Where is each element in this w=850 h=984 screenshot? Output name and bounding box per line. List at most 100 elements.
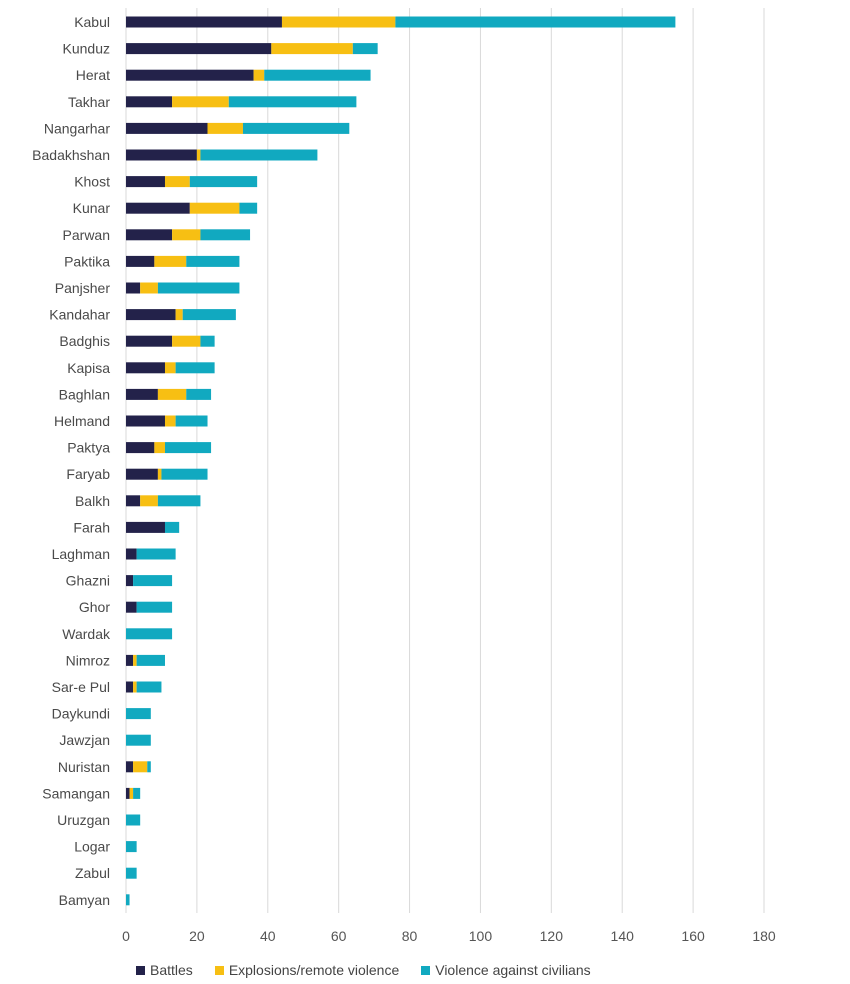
bar-kapisa-violence-against-civilians [175,362,215,374]
category-label-zabul: Zabul [75,865,110,881]
category-label-nimroz: Nimroz [66,652,110,668]
x-tick-label-120: 120 [540,928,564,944]
category-label-paktya: Paktya [67,440,110,456]
bar-baghlan-battles [126,388,158,400]
category-label-kunar: Kunar [73,200,111,216]
x-tick-labels: 0 20 40 60 80 100 120 140 160 180 [122,928,776,944]
bar-nuristan-violence-against-civilians [147,761,151,773]
bar-samangan-violence-against-civilians [133,787,141,799]
category-label-khost: Khost [74,174,110,190]
bar-nimroz-explosions-remote-violence [133,654,137,666]
bar-paktika-violence-against-civilians [186,255,240,267]
legend-item-violence-against-civilians: Violence against civilians [421,962,591,978]
bar-herat-battles [126,69,254,81]
bar-paktya-explosions-remote-violence [154,442,165,454]
category-label-laghman: Laghman [52,546,110,562]
bars-layer [126,16,676,906]
bar-sar-e-pul-battles [126,681,134,693]
bar-sar-e-pul-explosions-remote-violence [133,681,137,693]
bar-parwan-battles [126,229,173,241]
bar-kapisa-battles [126,362,165,374]
category-label-parwan: Parwan [63,227,110,243]
category-label-baghlan: Baghlan [59,386,110,402]
bar-kunar-violence-against-civilians [239,202,258,214]
bar-ghazni-violence-against-civilians [133,575,173,587]
legend-swatch-explosions [214,965,224,975]
x-tick-label-60: 60 [331,928,347,944]
bar-paktya-violence-against-civilians [164,442,212,454]
x-tick-label-180: 180 [752,928,776,944]
category-label-jawzjan: Jawzjan [59,732,110,748]
bar-takhar-violence-against-civilians [228,96,357,108]
bar-balkh-explosions-remote-violence [140,495,158,507]
bar-kabul-violence-against-civilians [395,16,676,28]
category-label-farah: Farah [73,519,110,535]
bar-helmand-battles [126,415,165,427]
bar-parwan-violence-against-civilians [200,229,251,241]
bar-logar-violence-against-civilians [126,841,137,853]
bar-samangan-explosions-remote-violence [129,787,134,799]
bar-nuristan-explosions-remote-violence [133,761,148,773]
category-label-kunduz: Kunduz [63,41,110,57]
category-label-daykundi: Daykundi [52,706,110,722]
category-label-badghis: Badghis [59,333,110,349]
bar-khost-explosions-remote-violence [164,176,190,188]
bar-helmand-explosions-remote-violence [164,415,176,427]
bar-takhar-battles [126,96,173,108]
category-label-logar: Logar [74,839,110,855]
category-label-kandahar: Kandahar [49,307,110,323]
legend-item-explosions: Explosions/remote violence [214,962,400,978]
bar-paktika-explosions-remote-violence [154,255,187,267]
bar-kapisa-explosions-remote-violence [164,362,176,374]
bar-ghazni-battles [126,575,134,587]
bar-kabul-explosions-remote-violence [281,16,396,28]
bar-farah-violence-against-civilians [164,521,180,533]
bar-faryab-battles [126,468,158,480]
bar-jawzjan-violence-against-civilians [126,734,151,746]
legend-label-explosions: Explosions/remote violence [228,962,400,978]
bar-nangarhar-explosions-remote-violence [207,122,243,134]
legend-swatch-battles [136,965,145,975]
bar-daykundi-violence-against-civilians [126,708,151,720]
bar-badakhshan-violence-against-civilians [200,149,318,161]
category-labels: Kabul Kunduz Herat Takhar Nangarhar Badakhsha… [32,14,111,908]
bar-ghor-battles [126,601,137,613]
grid-lines [125,8,765,913]
bar-kunduz-battles [126,43,272,55]
bar-balkh-battles [126,495,141,507]
bar-laghman-violence-against-civilians [136,548,176,560]
bar-sar-e-pul-violence-against-civilians [136,681,162,693]
category-label-samangan: Samangan [42,785,110,801]
bar-panjsher-violence-against-civilians [157,282,240,294]
bar-farah-battles [126,521,165,533]
category-label-ghazni: Ghazni [66,573,110,589]
category-label-uruzgan: Uruzgan [57,812,110,828]
bar-ghor-violence-against-civilians [136,601,173,613]
bar-paktika-battles [126,255,155,267]
bar-bamyan-violence-against-civilians [126,894,130,906]
legend-item-battles: Battles [136,962,193,978]
category-label-faryab: Faryab [66,466,110,482]
stacked-bar-chart: Kabul Kunduz Herat Takhar Nangarhar Badakhsha… [32,8,776,944]
x-tick-label-20: 20 [189,928,205,944]
bar-nimroz-battles [126,654,134,666]
bar-laghman-battles [126,548,137,560]
category-label-helmand: Helmand [54,413,110,429]
x-tick-label-40: 40 [260,928,276,944]
bar-herat-violence-against-civilians [264,69,371,81]
bar-helmand-violence-against-civilians [175,415,208,427]
category-label-bamyan: Bamyan [59,892,110,908]
bar-paktya-battles [126,442,155,454]
bar-panjsher-battles [126,282,141,294]
bar-baghlan-explosions-remote-violence [157,388,187,400]
bar-faryab-violence-against-civilians [161,468,208,480]
bar-badakhshan-explosions-remote-violence [196,149,201,161]
bar-nangarhar-battles [126,122,208,134]
category-label-nangarhar: Nangarhar [44,120,110,136]
category-label-wardak: Wardak [62,626,111,642]
category-label-ghor: Ghor [79,599,110,615]
bar-kabul-battles [126,16,282,28]
bar-kandahar-battles [126,309,176,321]
bar-khost-violence-against-civilians [189,176,258,188]
x-tick-label-100: 100 [469,928,493,944]
